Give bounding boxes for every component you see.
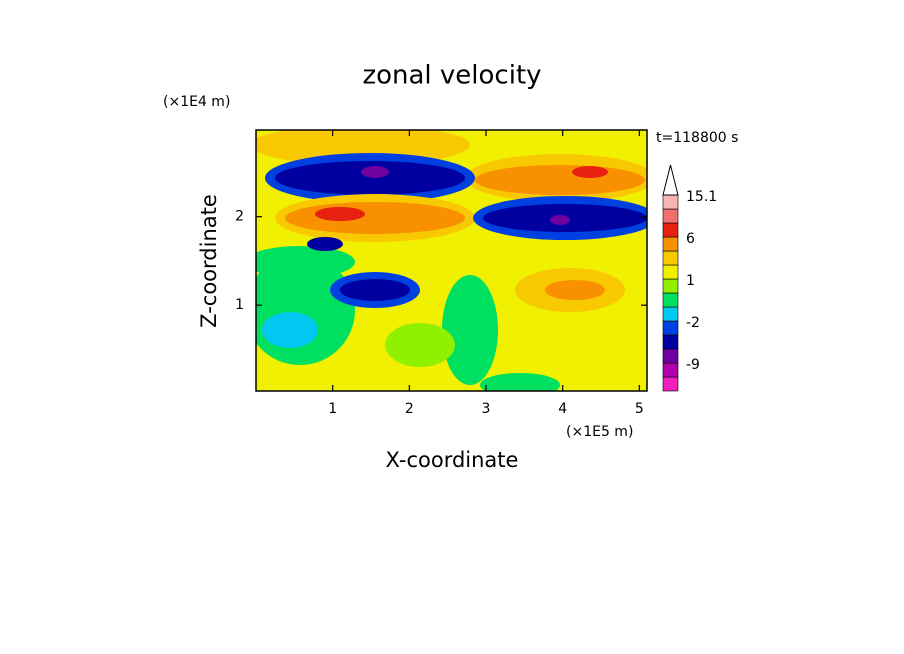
x-unit: (×1E5 m) [566, 424, 633, 440]
colorbar-tick-label: -2 [686, 315, 700, 331]
colorbar-tick-label: -9 [686, 357, 700, 373]
plot-frame [255, 129, 648, 392]
y-axis-label: Z-coordinate [197, 194, 221, 328]
colorbar-tick-label: 1 [686, 273, 695, 289]
colorbar-extension [662, 164, 679, 196]
colorbar-band [662, 334, 679, 350]
colorbar-band [662, 194, 679, 210]
y-unit: (×1E4 m) [163, 94, 230, 110]
colorbar-band [662, 306, 679, 322]
colorbar-tick-label: 6 [686, 231, 695, 247]
x-axis-label: X-coordinate [386, 448, 519, 472]
x-tick-label: 1 [328, 401, 337, 417]
colorbar-tick-label: 15.1 [686, 189, 717, 205]
colorbar-band [662, 320, 679, 336]
x-tick-label: 2 [405, 401, 414, 417]
colorbar-band [662, 236, 679, 252]
colorbar-band [662, 222, 679, 238]
contour-field [256, 130, 647, 391]
colorbar-band [662, 264, 679, 280]
colorbar-band [662, 250, 679, 266]
colorbar-band [662, 348, 679, 364]
x-tick-label: 5 [635, 401, 644, 417]
x-tick-label: 4 [558, 401, 567, 417]
chart-title: zonal velocity [362, 61, 541, 91]
colorbar-band [662, 278, 679, 294]
colorbar-band [662, 208, 679, 224]
colorbar-band [662, 362, 679, 378]
colorbar-band [662, 376, 679, 392]
colorbar-band [662, 292, 679, 308]
y-tick-label: 1 [235, 297, 244, 313]
y-tick-label: 2 [235, 209, 244, 225]
time-annotation: t=118800 s [656, 130, 738, 146]
x-tick-label: 3 [482, 401, 491, 417]
